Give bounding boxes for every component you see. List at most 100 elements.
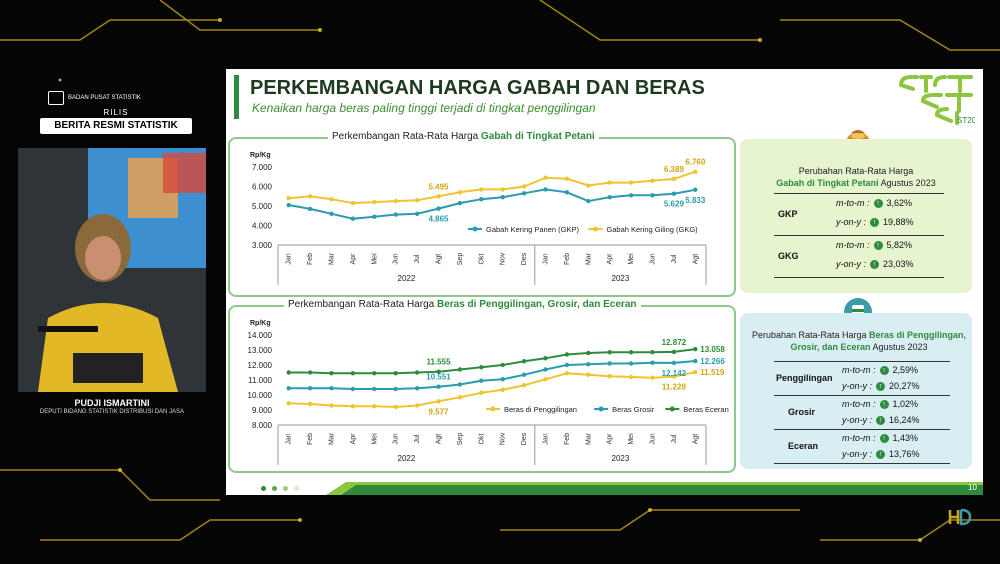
penggilingan-label: Penggilingan <box>776 373 833 383</box>
grosir-yoy-value: 16,24% <box>889 415 920 425</box>
legend-marker <box>472 226 478 232</box>
gabah-panel-title-line1: Perubahan Rata-Rata Harga <box>798 166 914 176</box>
data-point <box>650 375 655 380</box>
data-point <box>543 175 548 180</box>
logo-text: ST2023 <box>957 116 975 125</box>
data-point <box>586 350 591 356</box>
data-label: 12.872 <box>662 338 687 347</box>
data-point <box>436 194 441 199</box>
data-point <box>436 384 441 389</box>
data-point <box>414 386 420 391</box>
up-arrow-icon: ↑ <box>870 217 880 227</box>
series-line <box>288 371 696 409</box>
grosir-yoy-label: y-on-y : <box>842 415 873 425</box>
data-point <box>307 206 313 212</box>
bps-logo: BADAN PUSAT STATISTIK <box>48 90 168 106</box>
data-point <box>607 374 612 379</box>
year-label: 2022 <box>398 274 416 283</box>
data-point <box>543 356 548 361</box>
data-point <box>436 399 441 404</box>
speaker-video-frame <box>18 148 206 392</box>
x-tick-label: Feb <box>564 433 571 445</box>
data-point <box>564 176 570 181</box>
data-label: 12.266 <box>700 357 725 366</box>
speaker-role: DEPUTI BIDANG STATISTIK DISTRIBUSI DAN J… <box>39 409 185 415</box>
x-tick-label: Apr <box>607 433 614 445</box>
data-label: 5.629 <box>664 200 685 209</box>
x-tick-label: Feb <box>307 253 314 265</box>
data-point <box>307 386 313 391</box>
x-tick-label: Mei <box>628 253 635 265</box>
x-tick-label: Jun <box>393 433 400 444</box>
data-point <box>457 367 463 372</box>
x-tick-label: Mei <box>628 433 635 445</box>
gkg-yoy-value: 23,03% <box>883 259 914 269</box>
data-point <box>586 372 591 377</box>
gkp-mtom-row: m-to-m : ↑ 3,62% <box>836 196 912 210</box>
data-point <box>479 196 484 202</box>
gabah-change-table: GKP m-to-m : ↑ 3,62% y-on-y : ↑ 19,88% GKG m… <box>774 193 944 278</box>
data-point <box>564 352 570 357</box>
x-tick-label: Mar <box>329 252 336 265</box>
up-arrow-icon: ↑ <box>879 399 889 409</box>
data-point <box>521 383 527 388</box>
penggilingan-mtom-value: 2,59% <box>892 365 919 375</box>
data-label: 11.555 <box>426 358 451 367</box>
data-point <box>628 374 634 380</box>
data-point <box>329 386 334 391</box>
y-tick-label: 6.000 <box>252 183 273 192</box>
speaker-name: PUDJI ISMARTINI <box>74 398 150 408</box>
data-point <box>457 190 463 195</box>
gkg-label: GKG <box>778 251 799 261</box>
data-point <box>671 374 677 379</box>
grosir-label: Grosir <box>788 407 816 417</box>
gkg-yoy-row: y-on-y : ↑ 23,03% <box>836 257 914 271</box>
title-accent-bar <box>234 75 239 119</box>
slide-progress-dot <box>272 486 277 491</box>
data-point <box>393 404 398 410</box>
y-tick-label: 7.000 <box>252 163 273 172</box>
y-tick-label: 11.000 <box>248 376 272 385</box>
bps-logo-icon <box>48 91 64 105</box>
data-point <box>350 216 356 221</box>
gabah-panel-title-highlight: Gabah di Tingkat Petani <box>776 178 879 188</box>
data-point <box>286 401 291 406</box>
data-point <box>628 180 634 185</box>
data-point <box>414 403 420 408</box>
data-point <box>564 371 570 376</box>
data-point <box>500 387 505 392</box>
x-tick-label: Mar <box>585 432 592 445</box>
data-point <box>372 214 377 219</box>
legend-label: Gabah Kering Panen (GKP) <box>486 225 579 234</box>
beras-panel-title-prefix: Perubahan Rata-Rata Harga <box>751 330 870 340</box>
data-point <box>650 193 655 198</box>
org-name: BADAN PUSAT STATISTIK <box>68 95 141 101</box>
data-label: 5.495 <box>428 182 449 191</box>
data-point <box>393 386 398 392</box>
y-tick-label: 13.000 <box>248 346 273 355</box>
data-point <box>607 180 612 185</box>
data-point <box>350 371 356 376</box>
data-point <box>372 404 377 409</box>
slide-progress-dot <box>261 486 266 491</box>
y-tick-label: 12.000 <box>248 361 273 370</box>
slide-page-number: 10 <box>968 483 977 492</box>
x-tick-label: Jan <box>286 253 293 264</box>
y-tick-label: 9.000 <box>252 406 273 415</box>
data-point <box>457 382 463 387</box>
data-point <box>479 378 484 383</box>
beras-chart-title-prefix: Perkembangan Rata-Rata Harga <box>288 299 437 310</box>
data-point <box>372 199 377 205</box>
data-point <box>564 190 570 195</box>
data-point <box>693 346 698 352</box>
gabah-price-chart: Rp/Kg 7.000 6.000 5.000 4.000 3.000 Jan Feb Mar A… <box>250 152 707 285</box>
grosir-mtom-row: m-to-m : ↑ 1,02% <box>842 397 918 411</box>
beras-panel-title: Perubahan Rata-Rata Harga Beras di Pengg… <box>746 329 972 353</box>
data-label: 4.865 <box>428 215 449 224</box>
data-point <box>307 194 313 199</box>
data-label: 10.551 <box>426 373 451 382</box>
x-tick-label: Agt <box>436 434 443 445</box>
legend-label: Gabah Kering Giling (GKG) <box>606 225 698 234</box>
x-tick-label: Okt <box>478 254 485 265</box>
data-label: 11.519 <box>700 368 725 377</box>
